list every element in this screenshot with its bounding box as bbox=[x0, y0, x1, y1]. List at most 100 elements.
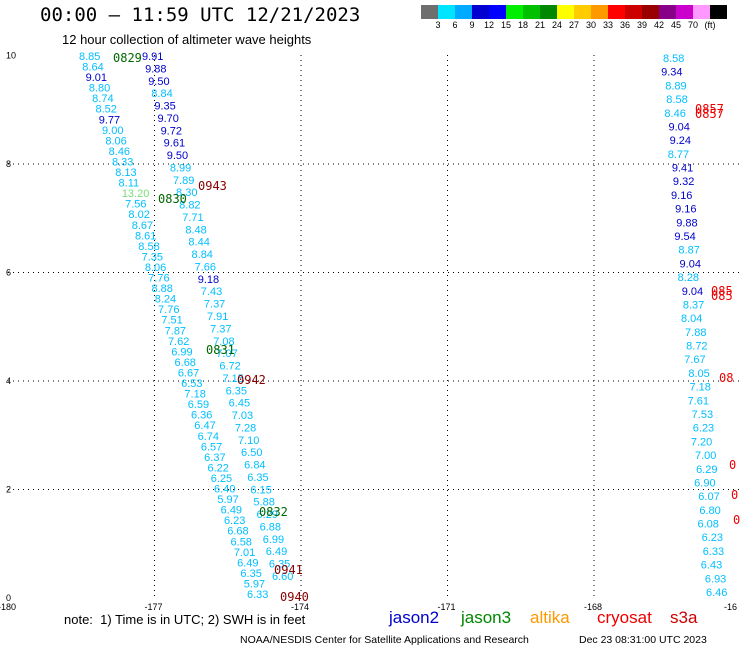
swh-value: 8.87 bbox=[678, 245, 699, 257]
swh-value: 7.88 bbox=[685, 327, 706, 339]
swh-value: 5.97 bbox=[217, 494, 238, 506]
swh-value: 6.68 bbox=[175, 357, 196, 369]
swh-value: 7.37 bbox=[204, 299, 225, 311]
swh-value: 6.68 bbox=[227, 526, 248, 538]
swh-value: 8.84 bbox=[151, 88, 172, 100]
swh-value: 9.61 bbox=[164, 138, 185, 150]
footer-credit: NOAA/NESDIS Center for Satellite Applica… bbox=[240, 634, 529, 646]
satellite-legend-item: jason3 bbox=[461, 608, 512, 627]
swh-value: 6.80 bbox=[699, 505, 720, 517]
satellite-legend-item: jason2 bbox=[389, 608, 440, 627]
x-tick-label: -171 bbox=[438, 602, 456, 612]
swh-value: 8.13 bbox=[115, 167, 136, 179]
y-tick-label: 0 bbox=[6, 593, 11, 603]
pass-time-label: 0942 bbox=[237, 373, 266, 387]
swh-value: 6.49 bbox=[266, 546, 287, 558]
swh-value: 6.40 bbox=[214, 484, 235, 496]
swh-value: 6.53 bbox=[181, 378, 202, 390]
swh-value: 8.33 bbox=[112, 156, 133, 168]
swh-value: 6.08 bbox=[697, 519, 718, 531]
swh-value: 8.28 bbox=[678, 272, 699, 284]
swh-value: 9.04 bbox=[682, 286, 703, 298]
swh-value: 9.41 bbox=[672, 163, 693, 175]
pass-time-label: 0829 bbox=[113, 51, 142, 65]
swh-value: 9.04 bbox=[669, 121, 690, 133]
swh-value: 8.52 bbox=[95, 104, 116, 116]
map-grid bbox=[8, 55, 740, 598]
colorbar-label: 21 bbox=[534, 20, 546, 30]
colorbar-label: 42 bbox=[653, 20, 665, 30]
y-tick-label: 2 bbox=[6, 485, 11, 495]
swh-value: 9.72 bbox=[161, 125, 182, 137]
swh-value: 9.88 bbox=[145, 63, 166, 75]
x-tick-label: -177 bbox=[145, 602, 163, 612]
swh-value: 9.70 bbox=[157, 113, 178, 125]
y-tick-label: 10 bbox=[6, 51, 16, 61]
swh-value: 7.35 bbox=[142, 251, 163, 263]
pass-time-label: 085 bbox=[711, 289, 733, 303]
axis-ticks: -180 -177 -174 -171 -168 -16 0 2 4 6 8 10 bbox=[0, 51, 737, 613]
y-tick-label: 6 bbox=[6, 268, 11, 278]
swh-value: 9.24 bbox=[670, 135, 691, 147]
colorbar-label: 36 bbox=[619, 20, 631, 30]
pass-time-label: 0832 bbox=[259, 505, 288, 519]
swh-value: 6.37 bbox=[204, 452, 225, 464]
swh-value: 6.23 bbox=[702, 532, 723, 544]
colorbar-swatch bbox=[608, 5, 625, 19]
swh-value: 8.85 bbox=[79, 51, 100, 63]
colorbar-label: 70 bbox=[687, 20, 699, 30]
legend-note: note: 1) Time is in UTC; 2) SWH is in fe… bbox=[64, 612, 306, 627]
swh-value: 7.03 bbox=[232, 410, 253, 422]
colorbar-swatch bbox=[693, 5, 710, 19]
swh-value: 9.01 bbox=[86, 72, 107, 84]
swh-value: 7.07 bbox=[216, 348, 237, 360]
swh-value: 7.15 bbox=[222, 373, 243, 385]
swh-value: 6.45 bbox=[229, 398, 250, 410]
swh-value: 7.56 bbox=[125, 199, 146, 211]
swh-value: 6.35 bbox=[226, 385, 247, 397]
swh-value: 8.99 bbox=[170, 162, 191, 174]
swh-value: 8.02 bbox=[128, 209, 149, 221]
swh-value: 6.88 bbox=[260, 521, 281, 533]
colorbar-swatch bbox=[625, 5, 642, 19]
swh-value: 6.35 bbox=[240, 568, 261, 580]
swh-value: 8.24 bbox=[155, 294, 176, 306]
swh-value: 7.20 bbox=[691, 436, 712, 448]
swh-value: 7.28 bbox=[235, 422, 256, 434]
pass-time-label: 0940 bbox=[280, 590, 309, 604]
swh-value: 7.08 bbox=[213, 336, 234, 348]
swh-value: 6.35 bbox=[247, 472, 268, 484]
map-subtitle: 12 hour collection of altimeter wave hei… bbox=[62, 32, 312, 47]
swh-value: 6.67 bbox=[178, 367, 199, 379]
swh-value: 6.99 bbox=[263, 534, 284, 546]
map-title: 00:00 – 11:59 UTC 12/21/2023 bbox=[40, 4, 361, 26]
swh-value: 8.04 bbox=[681, 313, 702, 325]
swh-value: 6.33 bbox=[247, 589, 268, 601]
swh-value: 8.67 bbox=[132, 220, 153, 232]
x-tick-label: -16 bbox=[724, 602, 737, 612]
swh-value: 7.53 bbox=[692, 409, 713, 421]
swh-value: 7.10 bbox=[238, 435, 259, 447]
swh-value: 7.67 bbox=[684, 354, 705, 366]
swh-value: 7.18 bbox=[689, 382, 710, 394]
swh-value: 6.35 bbox=[269, 559, 290, 571]
swh-value: 9.88 bbox=[676, 217, 697, 229]
swh-value: 6.49 bbox=[221, 505, 242, 517]
swh-value: 9.50 bbox=[148, 76, 169, 88]
swh-value: 8.58 bbox=[666, 94, 687, 106]
swh-value: 8.88 bbox=[151, 283, 172, 295]
colorbar-swatch bbox=[676, 5, 693, 19]
swh-value: 8.82 bbox=[179, 200, 200, 212]
swh-value: 8.72 bbox=[686, 341, 707, 353]
pass-time-label: 0857 bbox=[695, 102, 724, 116]
colorbar-swatch bbox=[523, 5, 540, 19]
colorbar-label: 30 bbox=[585, 20, 597, 30]
swh-value: 6.23 bbox=[693, 423, 714, 435]
swh-value: 6.74 bbox=[198, 431, 219, 443]
swh-value: 7.76 bbox=[148, 273, 169, 285]
footer-timestamp: Dec 23 08:31:00 UTC 2023 bbox=[579, 634, 707, 646]
colorbar-label: 6 bbox=[452, 20, 458, 30]
swh-value: 7.51 bbox=[161, 315, 182, 327]
colorbar-label: 27 bbox=[568, 20, 580, 30]
